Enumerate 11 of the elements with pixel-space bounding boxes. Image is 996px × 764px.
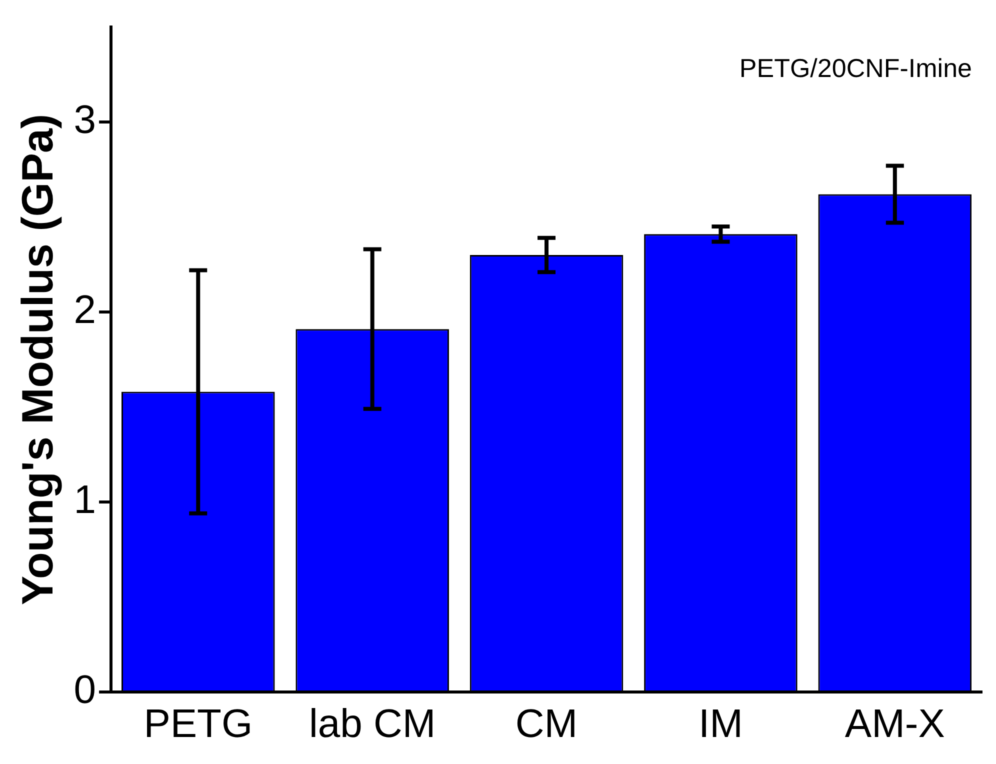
x-tick-label: CM — [515, 702, 578, 746]
x-tick-label: AM-X — [844, 702, 945, 746]
x-tick-label: IM — [698, 702, 743, 746]
annotation: PETG/20CNF-Imine — [739, 53, 972, 84]
y-axis-title: Young's Modulus (GPa) — [14, 114, 63, 606]
x-tick-label: lab CM — [308, 702, 436, 746]
x-tick-label: PETG — [144, 702, 253, 746]
y-tick-label: 0 — [74, 668, 96, 712]
y-tick-label: 3 — [74, 98, 96, 142]
y-tick-label: 2 — [74, 288, 96, 332]
y-tick-label: 1 — [74, 478, 96, 522]
